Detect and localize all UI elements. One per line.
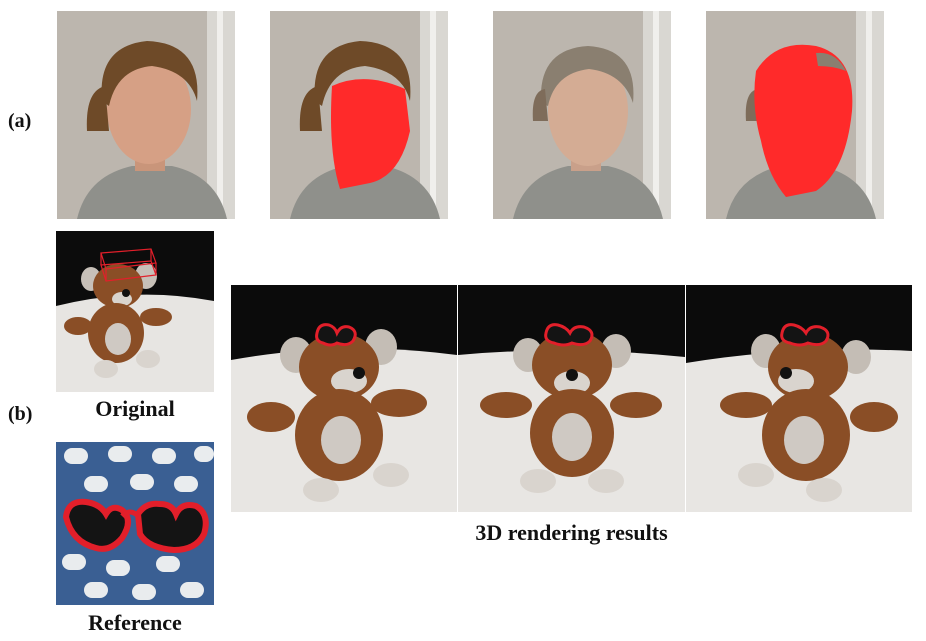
render-view-3: [686, 285, 912, 512]
reference-caption: Reference: [88, 610, 182, 635]
teddy-original-image: [56, 231, 214, 392]
face-young-mask: [270, 11, 448, 219]
sunglasses-reference-image: [56, 442, 214, 605]
original-caption: Original: [95, 396, 175, 421]
row-b-label: (b): [8, 403, 33, 425]
face-old-original: [493, 11, 671, 219]
render-view-2: [458, 285, 685, 512]
face-old-mask: [706, 11, 884, 219]
render-view-1: [231, 285, 457, 512]
face-young-original: [57, 11, 235, 219]
row-a-label: (a): [8, 110, 32, 132]
results-caption: 3D rendering results: [475, 520, 668, 545]
